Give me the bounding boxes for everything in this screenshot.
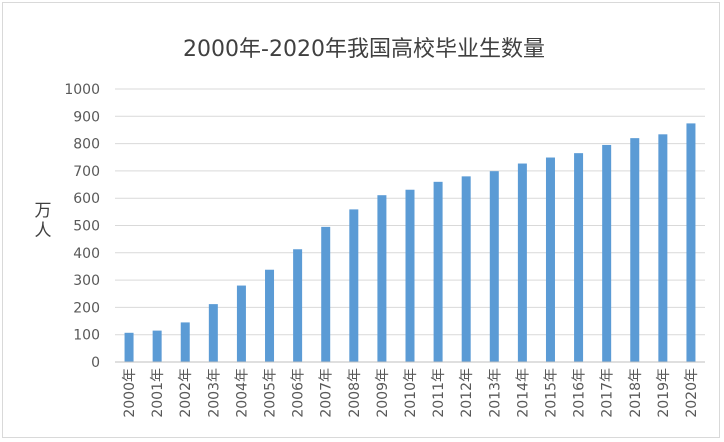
y-tick-label: 100 xyxy=(73,328,100,344)
x-tick-label: 2019年 xyxy=(656,368,672,418)
y-tick-label: 900 xyxy=(73,109,100,125)
x-tick-label: 2002年 xyxy=(178,368,194,418)
x-tick-label: 2015年 xyxy=(543,368,559,418)
bar-2010年 xyxy=(405,189,415,362)
y-axis-label: 万人 xyxy=(35,201,52,241)
chart-title: 2000年-2020年我国高校毕业生数量 xyxy=(183,37,545,62)
y-tick-label: 0 xyxy=(91,355,100,371)
y-tick-label: 500 xyxy=(73,219,100,235)
x-tick-label: 2013年 xyxy=(487,368,503,418)
bar-2002年 xyxy=(180,322,190,362)
bar-2015年 xyxy=(545,157,555,362)
bar-2014年 xyxy=(517,163,527,362)
y-tick-label: 400 xyxy=(73,246,100,262)
x-tick-label: 2004年 xyxy=(234,368,250,418)
y-axis-label-char: 人 xyxy=(35,221,52,241)
x-tick-label: 2008年 xyxy=(347,368,363,418)
y-tick-label: 600 xyxy=(73,191,100,207)
bar-2012年 xyxy=(461,176,471,362)
y-tick-label: 800 xyxy=(73,137,100,153)
x-tick-label: 2007年 xyxy=(319,368,335,418)
bar-2008年 xyxy=(349,209,359,362)
bars xyxy=(124,123,696,362)
x-tick-label: 2012年 xyxy=(459,368,475,418)
bar-2001年 xyxy=(152,330,162,362)
bar-2013年 xyxy=(489,171,499,362)
x-tick-label: 2006年 xyxy=(291,368,307,418)
x-tick-label: 2020年 xyxy=(684,368,700,418)
bar-2020年 xyxy=(686,123,696,362)
bar-2019年 xyxy=(658,134,668,362)
bar-2016年 xyxy=(574,153,584,362)
bar-2005年 xyxy=(265,269,275,362)
x-tick-label: 2018年 xyxy=(628,368,644,418)
bar-2017年 xyxy=(602,144,612,362)
x-tick-label: 2005年 xyxy=(263,368,279,418)
x-tick-label: 2017年 xyxy=(600,368,616,418)
x-tick-label: 2014年 xyxy=(515,368,531,418)
x-tick-label: 2001年 xyxy=(150,368,166,418)
x-tick-label: 2010年 xyxy=(403,368,419,418)
bar-2009年 xyxy=(377,195,387,362)
chart-frame: 2000年-2020年我国高校毕业生数量 0 100 200 300 400 500 600… xyxy=(2,2,720,438)
bar-2006年 xyxy=(293,249,303,362)
bar-2007年 xyxy=(321,226,331,362)
x-tick-label: 2000年 xyxy=(122,368,138,418)
x-tick-label: 2016年 xyxy=(572,368,588,418)
y-tick-label: 200 xyxy=(73,300,100,316)
bar-chart: 2000年-2020年我国高校毕业生数量 0 100 200 300 400 500 600… xyxy=(35,37,705,418)
y-tick-label: 300 xyxy=(73,273,100,289)
bar-2000年 xyxy=(124,332,134,362)
x-tick-label: 2009年 xyxy=(375,368,391,418)
y-tick-label: 700 xyxy=(73,164,100,180)
x-tick-label: 2011年 xyxy=(431,368,447,418)
x-tick-label: 2003年 xyxy=(206,368,222,418)
x-axis-ticks: 2000年 2001年 2002年 2003年 2004年 2005年 2006年 2007年… xyxy=(122,368,700,418)
y-axis-ticks: 0 100 200 300 400 500 600 700 800 900 1000 xyxy=(64,82,100,371)
bar-2004年 xyxy=(236,285,246,362)
y-axis-label-char: 万 xyxy=(35,201,52,221)
bar-2003年 xyxy=(208,304,218,362)
bar-2018年 xyxy=(630,138,640,362)
y-tick-label: 1000 xyxy=(64,82,100,98)
bar-2011年 xyxy=(433,181,443,362)
